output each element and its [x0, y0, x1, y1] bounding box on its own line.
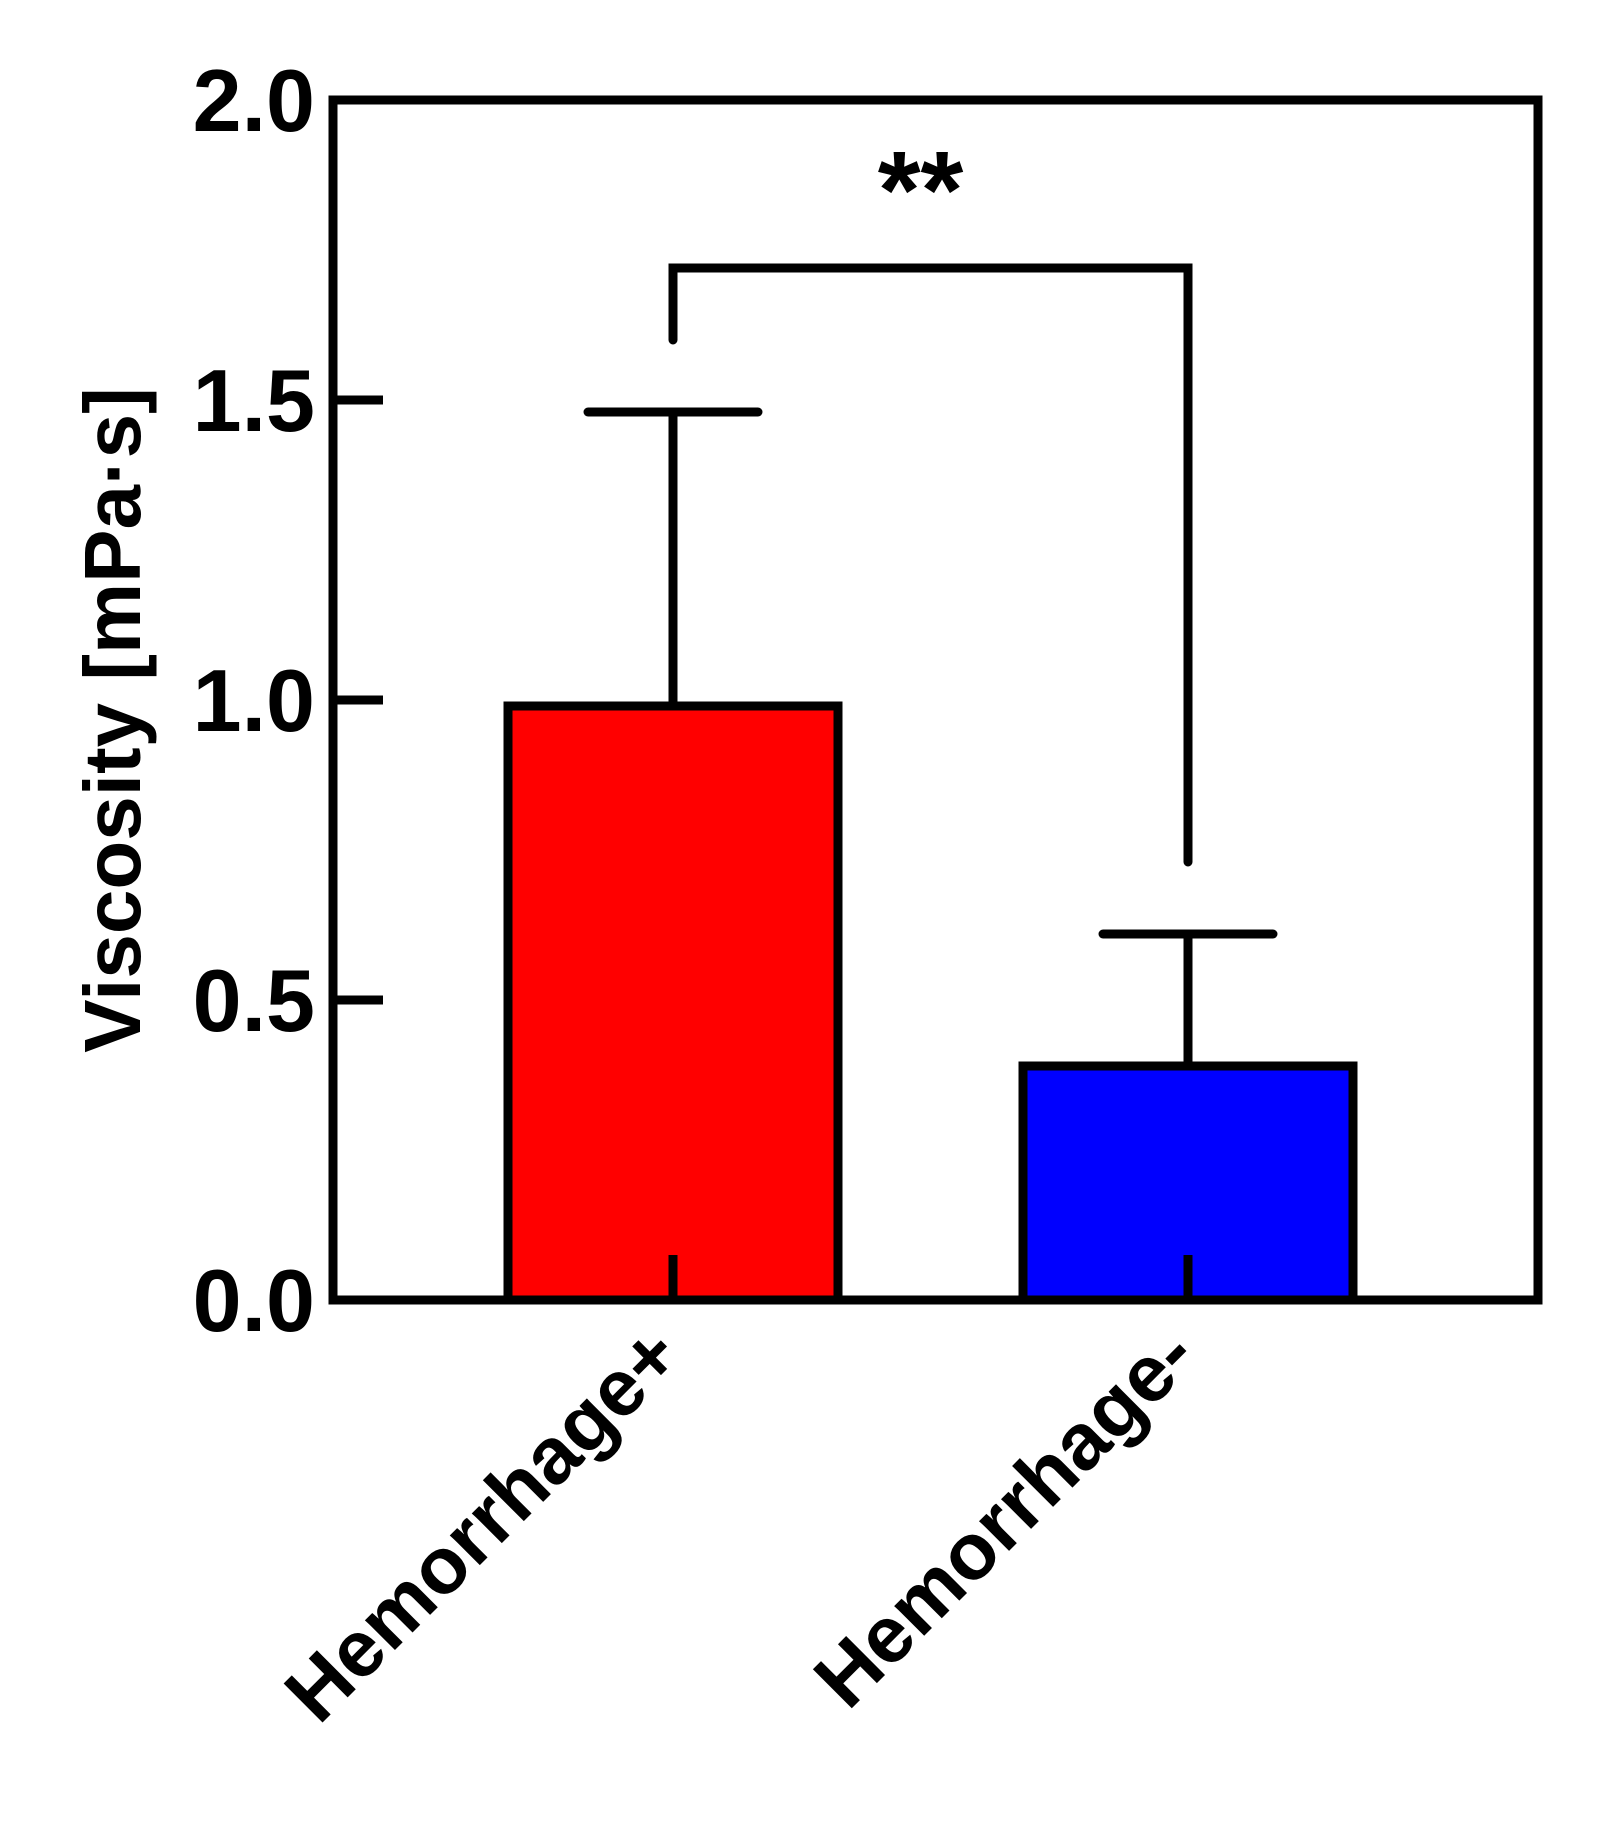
- x-category-label-0: Hemorrhage+: [268, 1309, 697, 1738]
- x-category-label-1: Hemorrhage-: [797, 1309, 1212, 1724]
- bar-hemorrhage-pos: [503, 701, 843, 1305]
- y-tick-label-3: 1.5: [193, 351, 315, 450]
- x-category-labels: Hemorrhage+ Hemorrhage-: [268, 1309, 1212, 1738]
- y-tick-label-1: 0.5: [193, 951, 315, 1050]
- y-tick-label-0: 0.0: [193, 1251, 315, 1350]
- significance-bracket: [668, 263, 1193, 867]
- y-axis-title: Viscosity [mPa·s]: [68, 387, 157, 1052]
- significance-label: **: [878, 129, 964, 252]
- y-tick-label-2: 1.0: [193, 651, 315, 750]
- significance-layer: **: [668, 129, 1193, 867]
- error-bars-layer: [583, 407, 1278, 1300]
- y-ticks-layer: 0.0 0.5 1.0 1.5 2.0: [193, 51, 383, 1350]
- y-tick-label-4: 2.0: [193, 51, 315, 150]
- bars-layer: [503, 701, 1358, 1305]
